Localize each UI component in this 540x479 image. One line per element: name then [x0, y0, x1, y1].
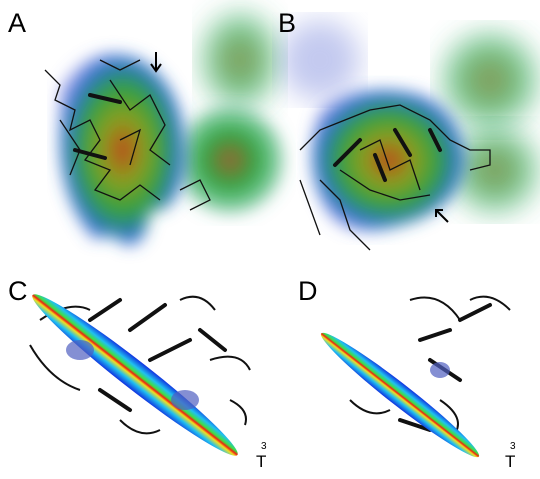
panel-label: B — [278, 8, 296, 38]
annotation-superscript: 3 — [510, 441, 516, 452]
panel-b — [280, 20, 540, 250]
panel-label: A — [8, 8, 26, 38]
panel-d — [314, 297, 510, 466]
annotation: T — [256, 452, 266, 471]
annotation-superscript: 3 — [261, 441, 267, 452]
panel-c — [24, 284, 250, 466]
figure: A B C D 3 T 3 T — [0, 0, 540, 479]
panel-label: D — [298, 276, 318, 306]
panel-label: C — [8, 276, 28, 306]
annotation: T — [505, 452, 515, 471]
panel-a — [45, 10, 285, 246]
